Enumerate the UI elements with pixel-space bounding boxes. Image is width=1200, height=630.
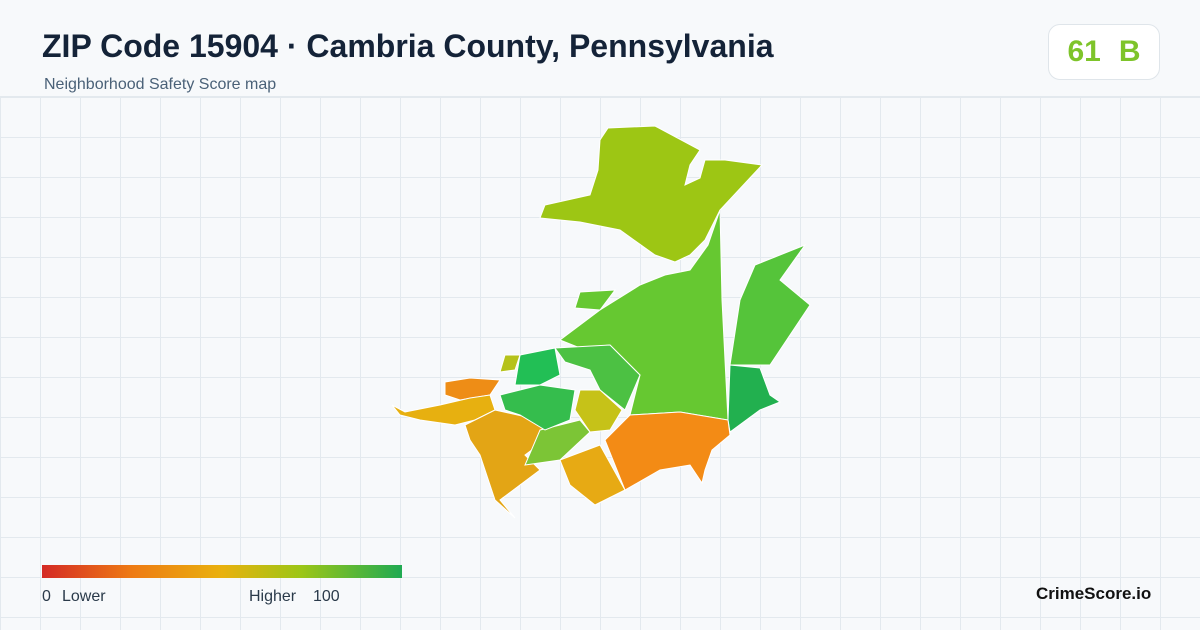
region xyxy=(499,384,576,431)
legend-max: 100 xyxy=(313,588,340,605)
region xyxy=(604,411,731,491)
region xyxy=(574,289,617,311)
subtitle: Neighborhood Safety Score map xyxy=(44,76,277,93)
region xyxy=(559,444,626,506)
score-badge: 61 B xyxy=(1048,24,1160,80)
legend-min: 0 xyxy=(42,588,51,605)
header: ZIP Code 15904 · Cambria County, Pennsyl… xyxy=(0,0,1200,97)
score-grade: B xyxy=(1118,35,1141,68)
region xyxy=(524,419,591,466)
legend-min-label: Lower xyxy=(62,588,106,605)
score-value: 61 xyxy=(1067,35,1101,68)
region xyxy=(539,125,764,263)
title: ZIP Code 15904 · Cambria County, Pennsyl… xyxy=(42,28,774,64)
region xyxy=(729,243,811,366)
region xyxy=(727,364,782,433)
legend-max-label: Higher xyxy=(249,588,297,605)
region xyxy=(554,344,641,411)
region xyxy=(444,377,501,401)
region xyxy=(514,347,561,386)
region xyxy=(574,389,623,433)
brand: CrimeScore.io xyxy=(1036,584,1152,603)
legend-gradient xyxy=(42,565,402,578)
region xyxy=(499,354,521,373)
